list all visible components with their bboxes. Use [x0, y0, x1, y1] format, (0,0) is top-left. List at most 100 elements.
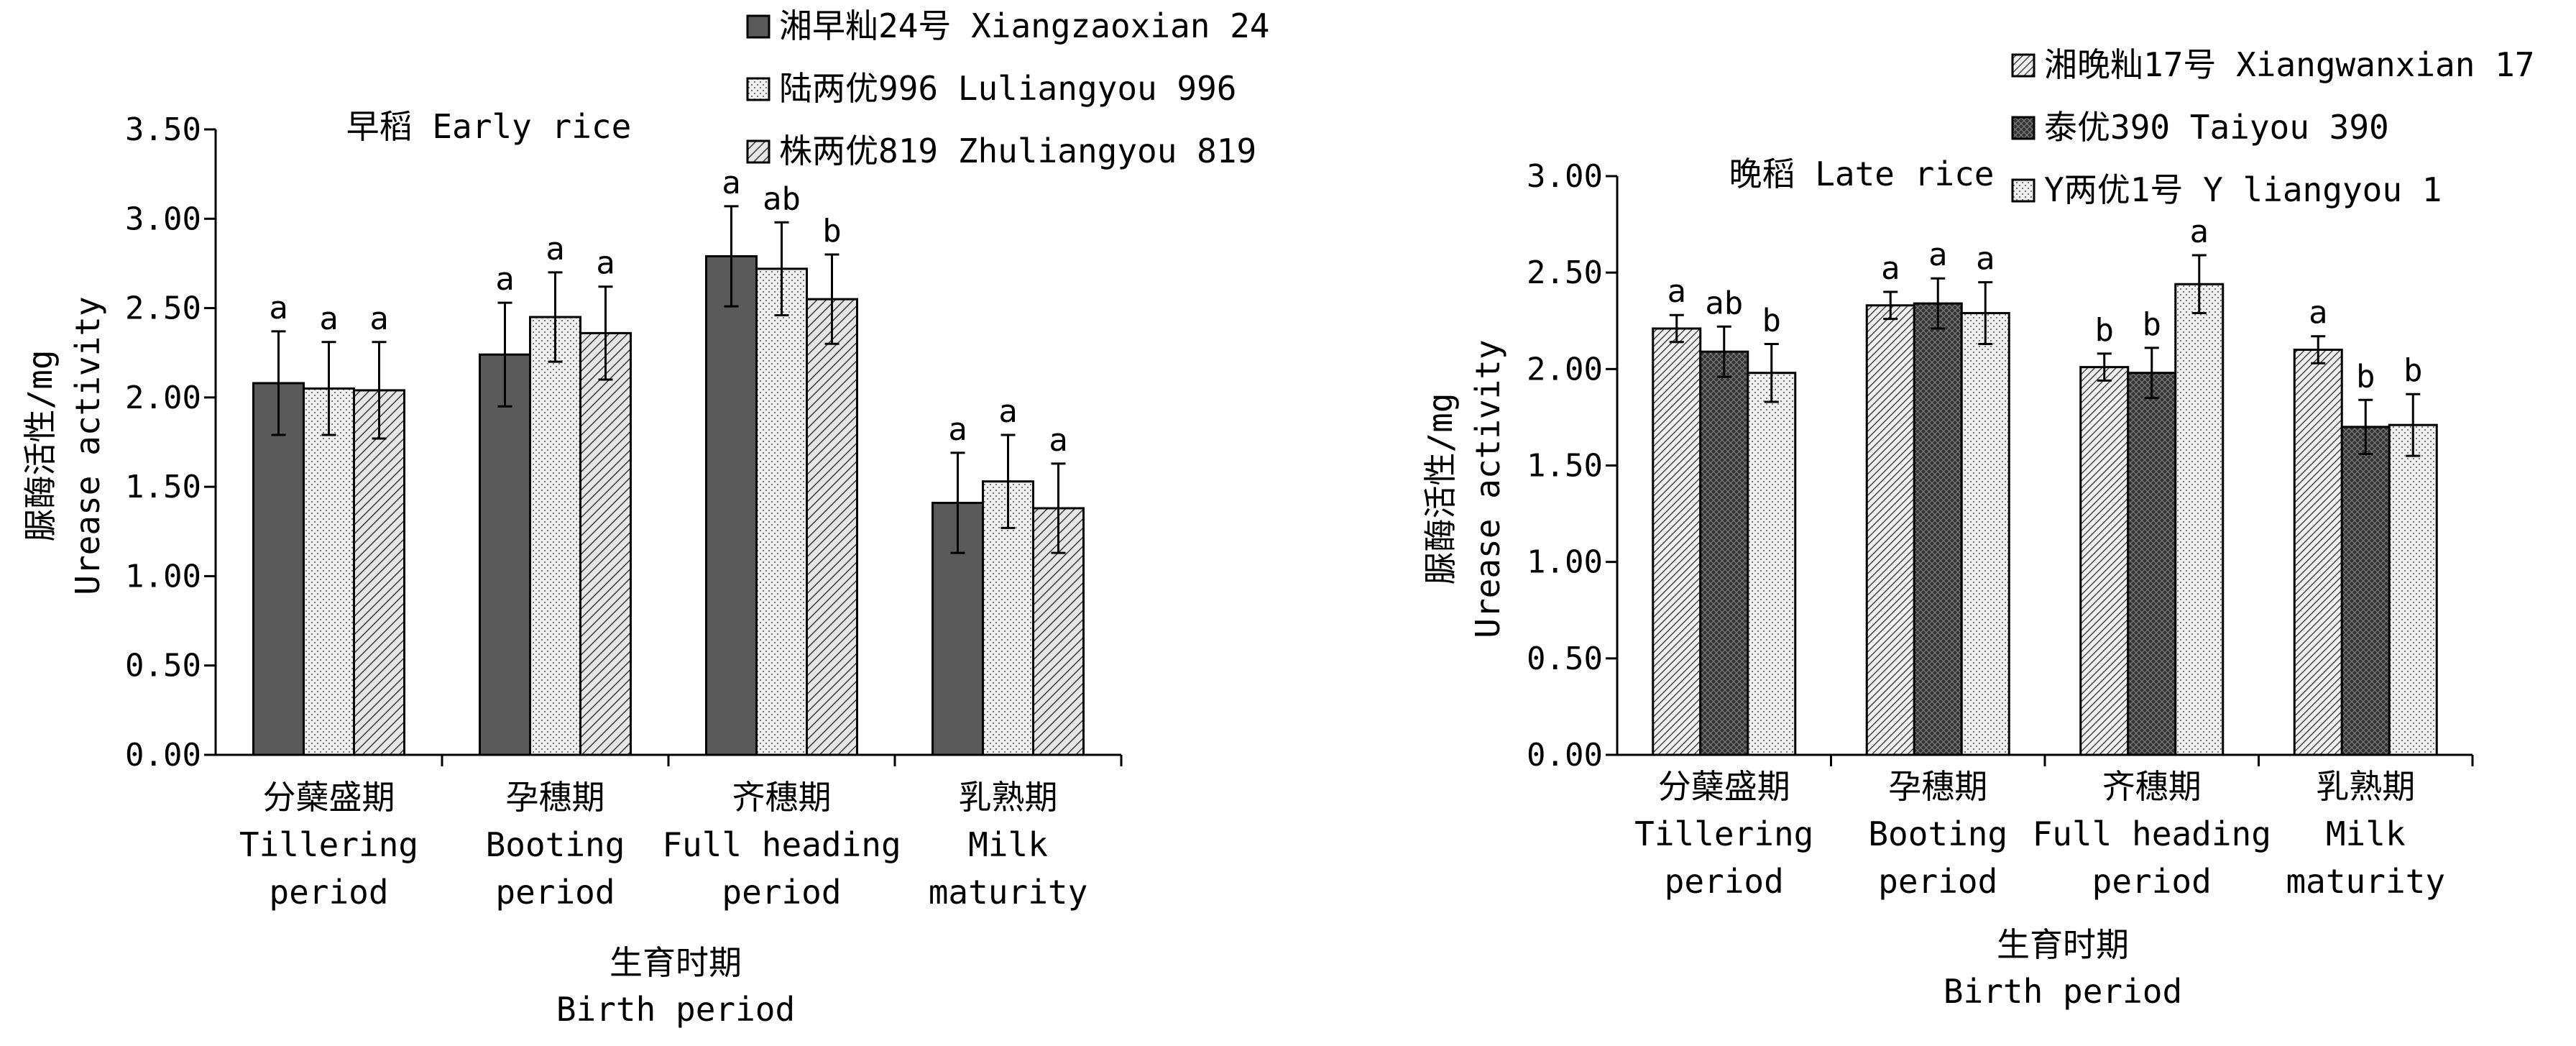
early-x-axis-title-cn: 生育时期 [610, 943, 742, 982]
c0-bar [705, 254, 758, 756]
c0-y-tick-label: 3.50 [125, 111, 201, 148]
c0-category-label: period [269, 873, 388, 912]
c0-significance-label: b [822, 213, 842, 249]
c0-category-label: Full heading [662, 825, 901, 864]
c1-significance-label: a [1928, 237, 1948, 273]
late-x-axis-title-en: Birth period [1944, 972, 2182, 1011]
c0-category-label: 孕穗期 [506, 778, 605, 817]
c1-bar [2293, 349, 2343, 756]
c1-category-label: Full heading [2033, 815, 2271, 853]
c1-bar [2388, 423, 2438, 756]
c1-bar [2127, 372, 2177, 756]
c0-bar [806, 298, 858, 756]
c1-category-label: period [1665, 862, 1784, 901]
c1-legend-label: Y两优1号 Y liangyou 1 [2044, 170, 2442, 209]
late-rice-y-ticks: 0.00 0.50 1.00 1.50 2.00 2.50 3.00 [1527, 158, 1617, 774]
c0-significance-label: a [596, 245, 615, 282]
c1-category-label: Booting [1868, 815, 2007, 853]
c0-significance-label: a [998, 393, 1018, 430]
c0-bar [579, 331, 632, 756]
c1-y-tick-label: 2.00 [1527, 351, 1603, 387]
c1-significance-label: b [2095, 312, 2115, 349]
c0-category-label: 分蘖盛期 [263, 778, 395, 817]
c1-category-label: 齐穗期 [2102, 767, 2202, 806]
c0-y-tick-label: 0.50 [125, 648, 201, 684]
c0-category-label: Booting [486, 825, 625, 864]
c0-significance-label: a [269, 290, 288, 326]
c1-bar [1699, 350, 1749, 756]
c1-category-label: 乳熟期 [2316, 767, 2415, 806]
c1-legend-label: 泰优390 Taiyou 390 [2044, 108, 2389, 147]
c1-bar [1747, 372, 1797, 756]
c1-significance-label: ab [1705, 285, 1743, 321]
c0-category-label: Tillering [239, 825, 418, 864]
late-x-axis-title-cn: 生育时期 [1997, 925, 2129, 964]
early-rice-y-label-en: Urease activity [68, 296, 107, 595]
c1-significance-label: a [2309, 295, 2328, 331]
c1-category-label: Milk [2326, 815, 2406, 853]
c1-y-tick-label: 0.00 [1527, 737, 1603, 774]
c1-bar [1960, 312, 2010, 756]
c0-bar [252, 382, 305, 756]
c0-legend-swatch [746, 14, 770, 39]
late-rice-legend: 湘晚籼17号 Xiangwanxian 17 泰优390 Taiyou 390 Y两… [2011, 45, 2535, 209]
c1-bar [2079, 366, 2130, 756]
c1-y-tick-label: 3.00 [1527, 158, 1603, 195]
c0-y-tick-label: 3.00 [125, 201, 201, 237]
early-x-axis-title-en: Birth period [556, 990, 795, 1029]
late-rice-categories: 分蘖盛期 Tillering period 孕穗期 Booting period 齐穗期 Fu… [1634, 767, 2445, 901]
c0-legend-label: 湘早籼24号 Xiangzaoxian 24 [779, 6, 1270, 45]
c1-bar [2174, 283, 2225, 756]
c1-significance-label: a [1881, 250, 1900, 287]
c0-significance-label: a [319, 301, 339, 337]
c1-significance-label: a [1976, 241, 1995, 277]
late-rice-y-label-en: Urease activity [1468, 339, 1507, 638]
c0-y-tick-label: 1.50 [125, 469, 201, 505]
c0-category-label: period [495, 873, 615, 912]
c0-legend-swatch [746, 77, 770, 101]
c0-significance-label: a [546, 231, 565, 267]
c1-significance-label: b [2404, 352, 2423, 389]
c0-bar [303, 387, 355, 756]
c0-legend-label: 株两优819 Zhuliangyou 819 [779, 132, 1256, 170]
c1-bar [1913, 302, 1963, 756]
c0-category-label: Milk [968, 825, 1048, 864]
early-rice-chart: 早稻 Early rice 脲酶活性/mg Urease activity 0.… [21, 6, 1270, 912]
early-rice-axes [214, 129, 1123, 766]
c1-significance-label: b [1762, 302, 1782, 339]
late-rice-chart: 晚稻 Late rice 脲酶活性/mg Urease activity 0.0… [1421, 45, 2535, 901]
c1-bar [1865, 304, 1915, 756]
c0-significance-label: a [722, 165, 741, 201]
c1-significance-label: a [1668, 273, 1687, 310]
c0-y-tick-label: 2.50 [125, 290, 201, 327]
c0-bar [479, 353, 531, 756]
c0-significance-label: a [1049, 422, 1068, 459]
c1-category-label: 分蘖盛期 [1658, 767, 1790, 806]
c1-significance-label: a [2190, 214, 2209, 250]
c0-legend-label: 陆两优996 Luliangyou 996 [779, 69, 1237, 108]
c1-y-tick-label: 2.50 [1527, 254, 1603, 291]
c0-category-label: period [722, 873, 841, 912]
c1-category-label: 孕穗期 [1888, 767, 1987, 806]
early-rice-legend: 湘早籼24号 Xiangzaoxian 24 陆两优996 Luliangyou … [746, 6, 1270, 170]
c1-y-tick-label: 1.00 [1527, 544, 1603, 581]
c1-category-label: maturity [2286, 862, 2445, 901]
c0-significance-label: a [495, 261, 515, 298]
c0-significance-label: a [948, 411, 967, 448]
c1-category-label: Tillering [1634, 815, 1813, 853]
c1-bar [2340, 426, 2391, 756]
c1-legend-swatch [2011, 178, 2036, 203]
early-rice-categories: 分蘖盛期 Tillering period 孕穗期 Booting period 齐穗期 Fu… [239, 778, 1087, 912]
c0-significance-label: ab [763, 180, 801, 217]
c0-bar [353, 389, 405, 756]
early-rice-title: 早稻 Early rice [346, 107, 632, 146]
late-rice-title: 晚稻 Late rice [1729, 155, 1995, 193]
c1-category-label: period [1878, 862, 1997, 901]
c0-y-tick-label: 0.00 [125, 737, 201, 774]
c0-category-label: 齐穗期 [732, 778, 832, 817]
c1-category-label: period [2092, 862, 2212, 901]
c0-y-tick-label: 2.00 [125, 380, 201, 416]
c0-significance-label: a [369, 301, 389, 337]
